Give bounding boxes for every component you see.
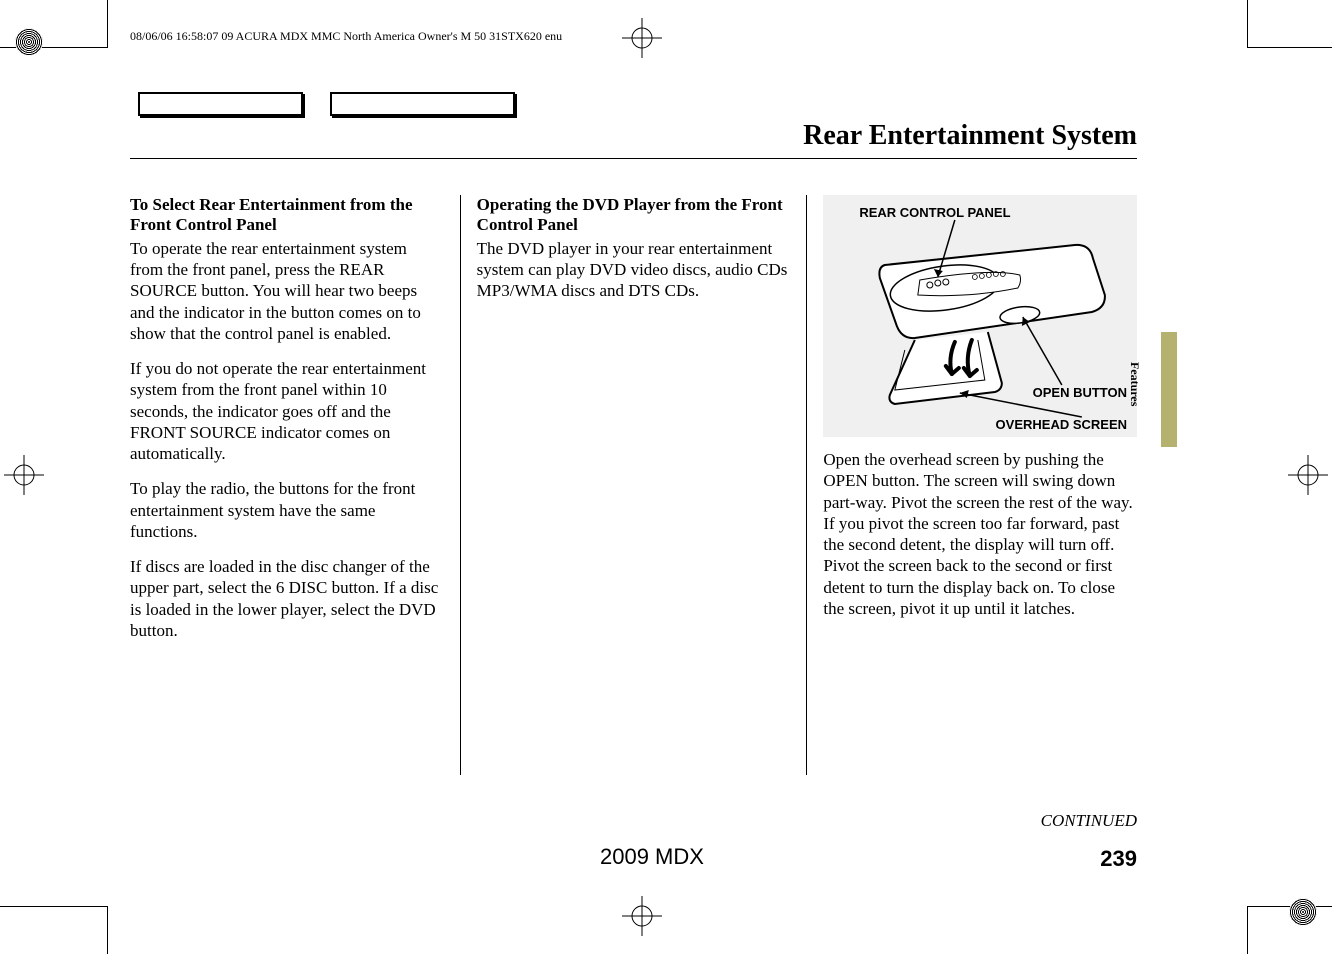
registration-mark-icon [15, 28, 43, 56]
column-1: To Select Rear Entertainment from the Fr… [130, 195, 460, 775]
crop-mark [0, 906, 107, 907]
crop-mark [107, 0, 108, 48]
title-divider [130, 158, 1137, 159]
crosshair-icon [4, 455, 44, 495]
subheading: Operating the DVD Player from the Front … [477, 195, 791, 236]
continued-label: CONTINUED [1041, 811, 1137, 831]
crop-mark [107, 906, 108, 954]
subheading: To Select Rear Entertainment from the Fr… [130, 195, 444, 236]
paragraph: The DVD player in your rear entertainmen… [477, 238, 791, 302]
registration-mark-icon [1289, 898, 1317, 926]
column-3: REAR CONTROL PANEL [807, 195, 1137, 775]
tab-label: Features [1127, 362, 1142, 406]
paragraph: To play the radio, the buttons for the f… [130, 478, 444, 542]
section-tab: Features [1137, 332, 1177, 447]
paragraph: Open the overhead screen by pushing the … [823, 449, 1137, 619]
diagram-label: OPEN BUTTON [1033, 385, 1127, 400]
nav-button-prev[interactable] [138, 92, 303, 116]
crosshair-icon [622, 896, 662, 936]
crop-mark [1248, 47, 1332, 48]
paragraph: If discs are loaded in the disc changer … [130, 556, 444, 641]
diagram-label: REAR CONTROL PANEL [859, 205, 1010, 220]
footer-model: 2009 MDX [600, 844, 704, 870]
nav-button-next[interactable] [330, 92, 515, 116]
overhead-screen-diagram: REAR CONTROL PANEL [823, 195, 1137, 437]
paragraph: To operate the rear entertainment system… [130, 238, 444, 344]
page-title: Rear Entertainment System [803, 120, 1137, 152]
header-metadata: 08/06/06 16:58:07 09 ACURA MDX MMC North… [130, 29, 562, 44]
tab-color-bar [1161, 332, 1177, 447]
content-columns: To Select Rear Entertainment from the Fr… [130, 195, 1137, 775]
column-2: Operating the DVD Player from the Front … [461, 195, 807, 775]
crosshair-icon [622, 18, 662, 58]
page-number: 239 [1100, 846, 1137, 872]
overhead-screen-icon [823, 195, 1137, 437]
crosshair-icon [1288, 455, 1328, 495]
diagram-label: OVERHEAD SCREEN [996, 417, 1127, 432]
crop-mark [1247, 906, 1248, 954]
crop-mark [1247, 0, 1248, 48]
paragraph: If you do not operate the rear entertain… [130, 358, 444, 464]
